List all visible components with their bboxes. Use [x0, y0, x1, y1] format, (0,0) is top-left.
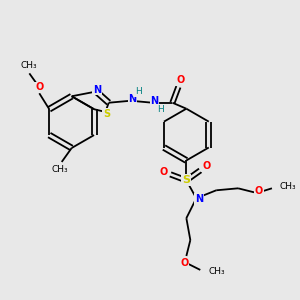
Text: S: S [182, 176, 190, 185]
Text: N: N [93, 85, 101, 94]
Text: N: N [150, 96, 159, 106]
Text: N: N [195, 194, 203, 204]
Text: CH₃: CH₃ [20, 61, 37, 70]
Text: O: O [255, 186, 263, 196]
Text: CH₃: CH₃ [280, 182, 296, 191]
Text: O: O [159, 167, 168, 177]
Text: O: O [202, 161, 210, 171]
Text: H: H [135, 87, 142, 96]
Text: CH₃: CH₃ [51, 165, 68, 174]
Text: O: O [180, 258, 188, 268]
Text: S: S [103, 109, 110, 119]
Text: H: H [157, 105, 164, 114]
Text: N: N [129, 94, 137, 104]
Text: O: O [176, 75, 184, 85]
Text: O: O [35, 82, 44, 92]
Text: CH₃: CH₃ [208, 267, 225, 276]
